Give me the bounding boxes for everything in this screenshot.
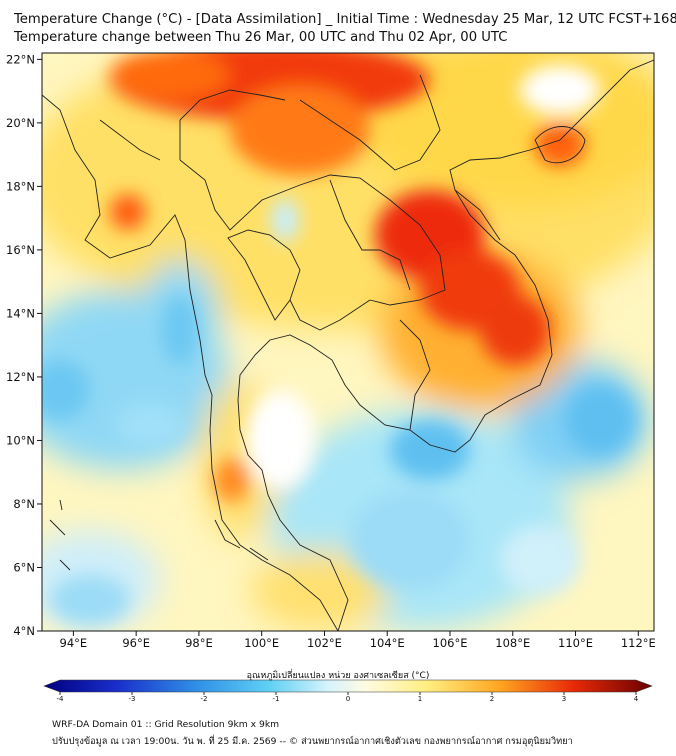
map-frame [41, 52, 655, 632]
latitude-axis: 22°N 20°N 18°N 16°N 14°N 12°N 10°N 8°N 6°N 4°N [6, 52, 42, 638]
lon-tick-label: 106°E [433, 636, 468, 650]
lon-tick-label: 94°E [60, 636, 88, 650]
lat-tick-label: 6°N [13, 560, 35, 574]
lon-tick-label: 96°E [122, 636, 150, 650]
lon-tick-label: 98°E [185, 636, 213, 650]
longitude-axis: 94°E 96°E 98°E 100°E 102°E 104°E 106°E 108°E 110… [60, 631, 656, 650]
colorbar-title: อุณหภูมิเปลี่ยนแปลง หน่วย องศาเซลเซียส (… [246, 671, 430, 681]
colorbar-tick-label: 1 [418, 695, 422, 703]
colorbar-tick-label: -1 [273, 695, 280, 703]
lon-tick-label: 112°E [621, 636, 656, 650]
colorbar-tick-label: 0 [346, 695, 350, 703]
colorbar-tick-label: -2 [201, 695, 208, 703]
lat-tick-label: 18°N [6, 179, 35, 193]
colorbar-tick-label: -3 [129, 695, 136, 703]
colorbar-tick-label: -4 [57, 695, 65, 703]
colorbar-tick-label: 4 [634, 695, 639, 703]
colorbar-tick-label: 2 [490, 695, 494, 703]
chart-subtitle: Temperature change between Thu 26 Mar, 0… [14, 30, 508, 45]
lon-tick-label: 104°E [370, 636, 405, 650]
colorbar-ticks: -4 -3 -2 -1 0 1 2 3 4 [57, 692, 639, 703]
colorbar-tick-label: 3 [562, 695, 566, 703]
lat-tick-label: 16°N [6, 243, 35, 257]
footer-credit: ปรับปรุงข้อมูล ณ เวลา 19:00น. วัน พ. ที่… [52, 736, 573, 747]
footer-model-info: WRF-DA Domain 01 :: Grid Resolution 9km … [52, 719, 280, 730]
coastlines [42, 59, 654, 631]
lat-tick-label: 20°N [6, 116, 35, 130]
lat-tick-label: 14°N [6, 306, 35, 320]
lat-tick-label: 12°N [6, 370, 35, 384]
lon-tick-label: 110°E [558, 636, 593, 650]
lon-tick-label: 108°E [495, 636, 530, 650]
lat-tick-label: 4°N [13, 624, 35, 638]
colorbar: -4 -3 -2 -1 0 1 2 3 4 [43, 679, 653, 703]
lat-tick-label: 22°N [6, 52, 35, 66]
chart-title: Temperature Change (°C) - [Data Assimila… [14, 12, 676, 27]
temperature-field [42, 53, 654, 631]
lat-tick-label: 8°N [13, 497, 35, 511]
lon-tick-label: 100°E [244, 636, 279, 650]
lon-tick-label: 102°E [307, 636, 342, 650]
lat-tick-label: 10°N [6, 433, 35, 447]
